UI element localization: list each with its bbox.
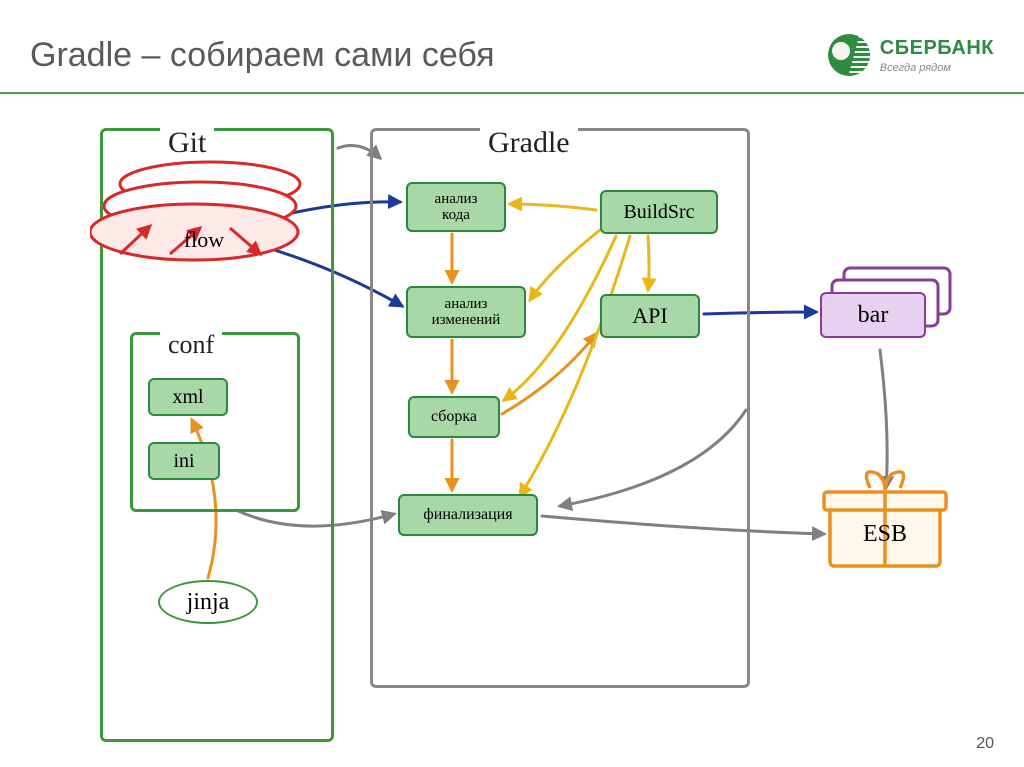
logo-tagline: Всегда рядом (880, 62, 951, 74)
node-analysis: анализ кода (406, 182, 506, 232)
logo-name: СБЕРБАНК (880, 37, 994, 60)
node-xml: xml (148, 378, 228, 416)
node-api: API (600, 294, 700, 338)
node-build: сборка (408, 396, 500, 438)
node-bar: bar (820, 292, 926, 338)
conf-label: conf (160, 330, 222, 360)
page-title: Gradle – собираем сами себя (30, 36, 495, 75)
node-changes: анализ изменений (406, 286, 526, 338)
gradle-label: Gradle (480, 126, 578, 160)
node-buildsrc: BuildSrc (600, 190, 718, 234)
diagram-canvas: Git Gradle conf flow xml ini jinja анали… (0, 100, 1024, 740)
node-ini: ini (148, 442, 220, 480)
logo-icon (828, 34, 870, 76)
sberbank-logo: СБЕРБАНК Всегда рядом (828, 34, 994, 76)
node-esb: ESB (832, 508, 938, 560)
page-number: 20 (976, 735, 994, 753)
header-divider (0, 92, 1024, 94)
node-flow: flow (144, 220, 264, 260)
node-jinja: jinja (158, 580, 258, 624)
node-final: финализация (398, 494, 538, 536)
